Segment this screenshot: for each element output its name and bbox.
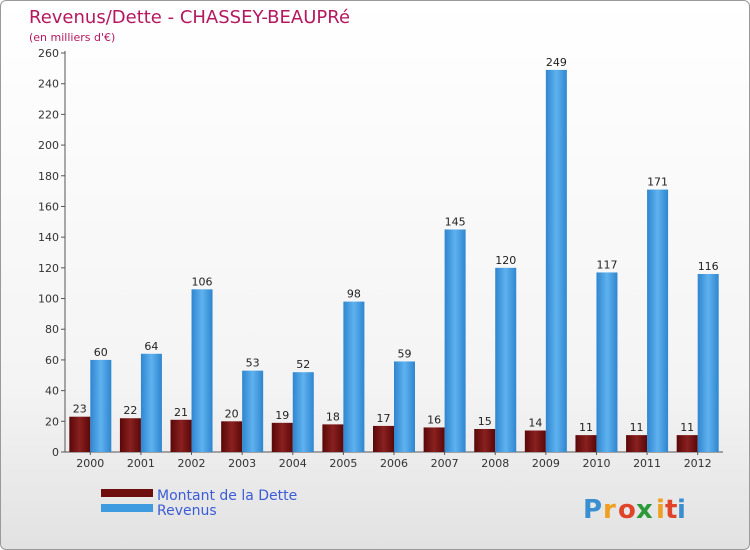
chart-title: Revenus/Dette - CHASSEY-BEAUPRé [29,7,350,28]
y-tick-label: 80 [45,323,59,336]
bar-dette [322,424,344,452]
bar-dette [626,435,648,452]
legend-label-revenus: Revenus [157,503,217,519]
bar-revenus [343,301,365,452]
data-label-revenus: 249 [546,56,567,69]
data-label-revenus: 53 [246,357,260,370]
bar-revenus [90,359,112,452]
data-label-dette: 23 [73,403,87,416]
y-tick-label: 180 [38,170,59,183]
data-label-revenus: 145 [445,215,466,228]
bar-dette [271,422,293,452]
bar-revenus [697,273,719,452]
y-tick-label: 0 [52,446,59,459]
bar-revenus [191,289,213,452]
x-tick-label: 2003 [228,457,256,470]
data-label-revenus: 59 [398,347,412,360]
logo-letter: i [656,495,665,525]
bar-revenus [495,267,517,452]
logo-letter: x [636,495,653,525]
bars: 23 60 22 64 21 106 20 53 19 52 18 98 17 59 16 145 15 120 1… [69,56,719,453]
y-tick-label: 220 [38,108,59,121]
data-label-dette: 22 [123,404,137,417]
chart-subtitle: (en milliers d'€) [29,31,115,44]
data-label-dette: 16 [427,413,441,426]
x-tick-label: 2010 [582,457,610,470]
y-tick-label: 200 [38,139,59,152]
y-tick-label: 40 [45,385,59,398]
data-label-dette: 11 [680,421,694,434]
bar-revenus [444,229,466,452]
x-tick-label: 2009 [532,457,560,470]
bar-revenus [647,189,669,453]
bar-dette [524,430,546,452]
bar-dette [423,427,445,452]
y-tick-label: 60 [45,354,59,367]
data-label-revenus: 60 [94,346,108,359]
logo-letter: P [583,495,602,525]
bar-dette [69,416,91,452]
y-tick-label: 120 [38,262,59,275]
y-tick-label: 140 [38,231,59,244]
x-tick-label: 2000 [76,457,104,470]
x-tick-label: 2006 [380,457,408,470]
legend-swatch-dette [101,489,153,497]
x-tick-label: 2011 [633,457,661,470]
logo-letter: o [618,495,636,525]
legend-label-dette: Montant de la Dette [157,488,297,504]
x-tick-label: 2008 [481,457,509,470]
bar-dette [373,425,394,452]
data-label-revenus: 116 [698,260,719,273]
x-tick-label: 2001 [127,457,155,470]
legend: Montant de la Dette Revenus [101,488,297,519]
data-label-revenus: 64 [144,340,158,353]
data-label-revenus: 171 [647,176,668,189]
data-label-dette: 20 [225,407,239,420]
x-tick-label: 2007 [431,457,459,470]
y-tick-label: 100 [38,293,59,306]
data-label-revenus: 98 [347,288,361,301]
bar-revenus [394,361,415,452]
y-tick-label: 160 [38,200,59,213]
bar-dette [119,418,141,452]
x-tick-label: 2002 [178,457,206,470]
data-label-dette: 19 [275,409,289,422]
data-label-revenus: 120 [495,254,516,267]
data-label-revenus: 106 [192,275,213,288]
data-label-dette: 15 [478,415,492,428]
y-tick-label: 20 [45,415,59,428]
data-label-revenus: 52 [296,358,310,371]
logo-letter: t [665,495,677,525]
data-label-dette: 14 [528,417,542,430]
x-tick-label: 2004 [279,457,307,470]
y-tick-label: 240 [38,78,59,91]
bar-revenus [242,370,264,452]
data-label-dette: 11 [630,421,644,434]
bar-dette [575,435,597,452]
bar-dette [474,428,496,452]
bar-revenus [140,353,162,452]
bar-revenus [596,272,618,452]
bar-dette [221,421,243,452]
data-label-dette: 17 [377,412,391,425]
data-label-dette: 18 [326,410,340,423]
axes: 0204060801001201401601802002202402602000… [38,47,723,470]
logo-letter: i [677,495,686,525]
y-tick-label: 260 [38,47,59,60]
bar-revenus [545,69,567,452]
data-label-revenus: 117 [596,258,617,271]
legend-swatch-revenus [101,504,153,512]
x-tick-label: 2012 [684,457,712,470]
bar-revenus [292,372,314,452]
x-tick-label: 2005 [329,457,357,470]
bar-dette [676,435,698,452]
data-label-dette: 21 [174,406,188,419]
logo-letter: r [603,495,616,525]
data-label-dette: 11 [579,421,593,434]
bar-dette [170,419,192,452]
